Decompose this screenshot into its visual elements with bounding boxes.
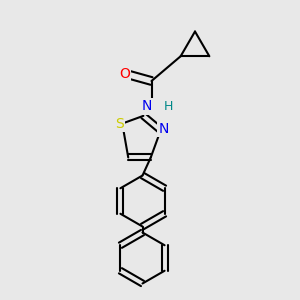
Text: H: H — [163, 100, 173, 113]
Text: O: O — [119, 67, 130, 80]
Text: N: N — [142, 100, 152, 113]
Text: N: N — [158, 122, 169, 136]
Text: S: S — [115, 116, 124, 130]
